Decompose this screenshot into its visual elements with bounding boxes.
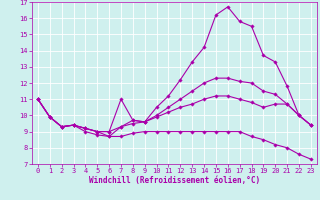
X-axis label: Windchill (Refroidissement éolien,°C): Windchill (Refroidissement éolien,°C): [89, 176, 260, 185]
